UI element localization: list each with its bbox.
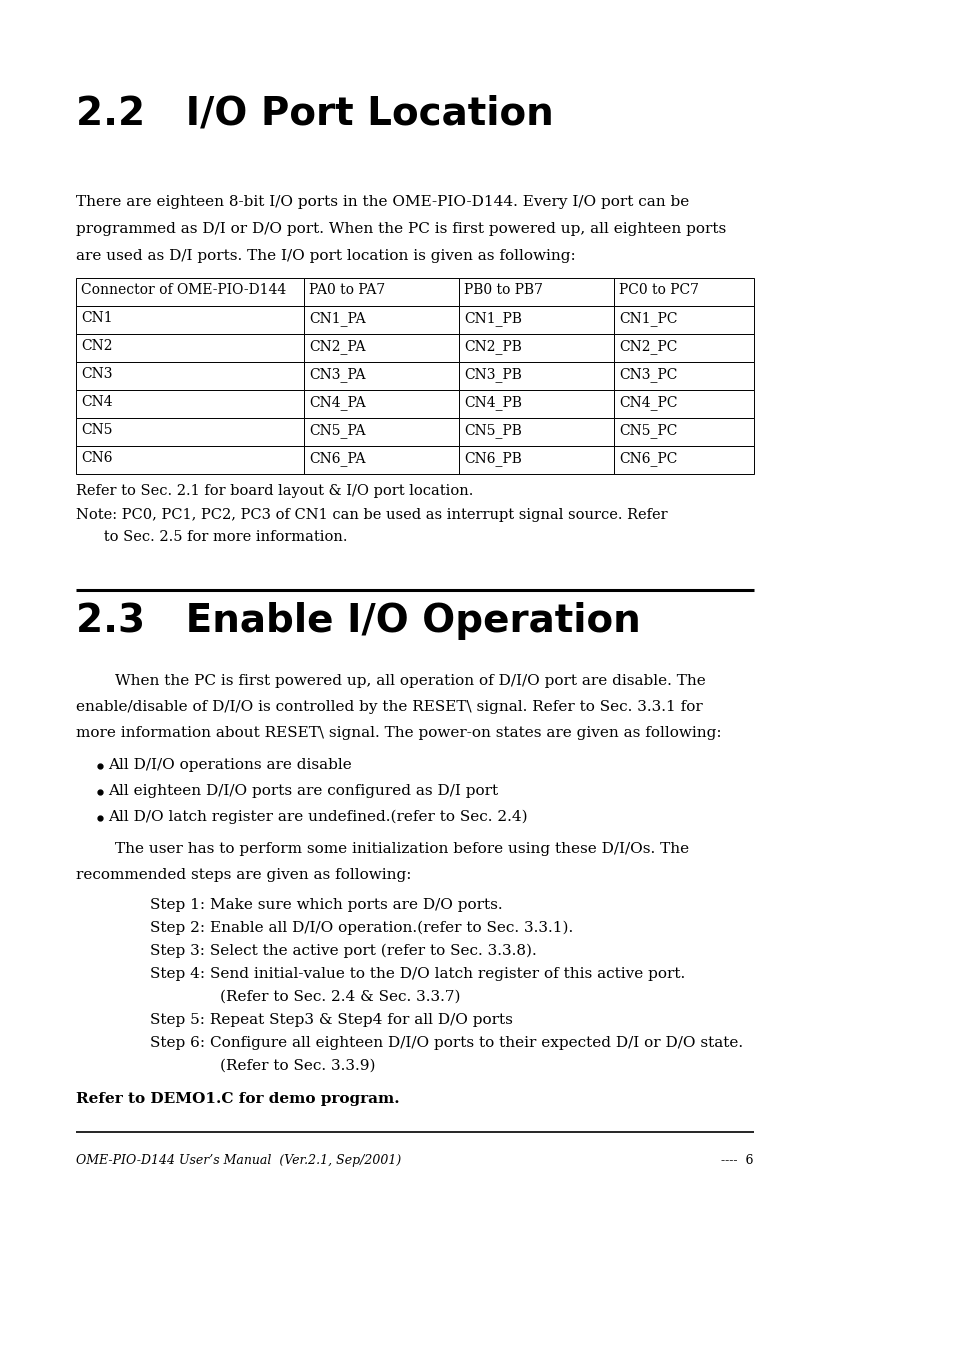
Text: are used as D/I ports. The I/O port location is given as following:: are used as D/I ports. The I/O port loca… (76, 249, 576, 263)
Bar (76, 417, 304, 446)
Bar (458, 278, 614, 305)
Text: The user has to perform some initialization before using these D/I/Os. The: The user has to perform some initializat… (76, 842, 688, 857)
Bar (614, 278, 753, 305)
Bar (458, 417, 614, 446)
Text: Refer to Sec. 2.1 for board layout & I/O port location.: Refer to Sec. 2.1 for board layout & I/O… (76, 484, 473, 499)
Text: CN4: CN4 (81, 394, 112, 409)
Text: CN3_PC: CN3_PC (618, 367, 677, 382)
Bar (304, 362, 458, 390)
Bar (76, 362, 304, 390)
Text: recommended steps are given as following:: recommended steps are given as following… (76, 867, 411, 882)
Bar (304, 446, 458, 474)
Bar (614, 446, 753, 474)
Bar (76, 278, 304, 305)
Text: CN1_PA: CN1_PA (309, 311, 365, 326)
Bar (76, 390, 304, 417)
Text: CN4_PC: CN4_PC (618, 394, 677, 409)
Bar (76, 305, 304, 334)
Text: to Sec. 2.5 for more information.: to Sec. 2.5 for more information. (76, 530, 347, 544)
Text: CN2_PA: CN2_PA (309, 339, 365, 354)
Text: CN1: CN1 (81, 311, 112, 326)
Text: CN3_PB: CN3_PB (463, 367, 521, 382)
Text: 2.3   Enable I/O Operation: 2.3 Enable I/O Operation (76, 603, 640, 640)
Text: Refer to DEMO1.C for demo program.: Refer to DEMO1.C for demo program. (76, 1092, 399, 1106)
Text: Step 4: Send initial-value to the D/O latch register of this active port.: Step 4: Send initial-value to the D/O la… (150, 967, 684, 981)
Text: CN5: CN5 (81, 423, 112, 436)
Text: Note: PC0, PC1, PC2, PC3 of CN1 can be used as interrupt signal source. Refer: Note: PC0, PC1, PC2, PC3 of CN1 can be u… (76, 508, 667, 521)
Bar (304, 417, 458, 446)
Bar (304, 305, 458, 334)
Text: Step 1: Make sure which ports are D/O ports.: Step 1: Make sure which ports are D/O po… (150, 898, 502, 912)
Text: CN2_PB: CN2_PB (463, 339, 521, 354)
Text: When the PC is first powered up, all operation of D/I/O port are disable. The: When the PC is first powered up, all ope… (76, 674, 705, 688)
Bar (304, 390, 458, 417)
Text: All eighteen D/I/O ports are configured as D/I port: All eighteen D/I/O ports are configured … (108, 784, 497, 798)
Text: 2.2   I/O Port Location: 2.2 I/O Port Location (76, 95, 553, 132)
Text: PC0 to PC7: PC0 to PC7 (618, 282, 699, 297)
Text: PA0 to PA7: PA0 to PA7 (309, 282, 385, 297)
Bar (614, 390, 753, 417)
Text: enable/disable of D/I/O is controlled by the RESET\ signal. Refer to Sec. 3.3.1 : enable/disable of D/I/O is controlled by… (76, 700, 702, 713)
Bar (458, 362, 614, 390)
Text: CN6_PC: CN6_PC (618, 451, 677, 466)
Bar (458, 334, 614, 362)
Text: CN2_PC: CN2_PC (618, 339, 677, 354)
Text: All D/I/O operations are disable: All D/I/O operations are disable (108, 758, 352, 771)
Text: (Refer to Sec. 3.3.9): (Refer to Sec. 3.3.9) (220, 1059, 375, 1073)
Text: All D/O latch register are undefined.(refer to Sec. 2.4): All D/O latch register are undefined.(re… (108, 811, 527, 824)
Text: Step 3: Select the active port (refer to Sec. 3.3.8).: Step 3: Select the active port (refer to… (150, 944, 537, 958)
Text: PB0 to PB7: PB0 to PB7 (463, 282, 542, 297)
Text: CN1_PB: CN1_PB (463, 311, 521, 326)
Text: CN6_PA: CN6_PA (309, 451, 365, 466)
Bar (458, 390, 614, 417)
Bar (458, 446, 614, 474)
Text: There are eighteen 8-bit I/O ports in the OME-PIO-D144. Every I/O port can be: There are eighteen 8-bit I/O ports in th… (76, 195, 688, 209)
Bar (458, 305, 614, 334)
Text: more information about RESET\ signal. The power-on states are given as following: more information about RESET\ signal. Th… (76, 725, 720, 740)
Bar (614, 334, 753, 362)
Text: Step 6: Configure all eighteen D/I/O ports to their expected D/I or D/O state.: Step 6: Configure all eighteen D/I/O por… (150, 1036, 742, 1050)
Text: CN1_PC: CN1_PC (618, 311, 677, 326)
Text: CN5_PC: CN5_PC (618, 423, 677, 438)
Text: OME-PIO-D144 User’s Manual  (Ver.2.1, Sep/2001): OME-PIO-D144 User’s Manual (Ver.2.1, Sep… (76, 1154, 401, 1167)
Text: CN5_PA: CN5_PA (309, 423, 365, 438)
Text: Step 5: Repeat Step3 & Step4 for all D/O ports: Step 5: Repeat Step3 & Step4 for all D/O… (150, 1013, 513, 1027)
Bar (614, 305, 753, 334)
Bar (304, 334, 458, 362)
Text: Step 2: Enable all D/I/O operation.(refer to Sec. 3.3.1).: Step 2: Enable all D/I/O operation.(refe… (150, 921, 573, 935)
Text: CN6: CN6 (81, 451, 112, 465)
Text: ----  6: ---- 6 (720, 1154, 753, 1167)
Bar (76, 446, 304, 474)
Bar (304, 278, 458, 305)
Text: CN5_PB: CN5_PB (463, 423, 521, 438)
Text: CN2: CN2 (81, 339, 112, 353)
Bar (614, 362, 753, 390)
Bar (614, 417, 753, 446)
Text: CN3: CN3 (81, 367, 112, 381)
Bar (76, 334, 304, 362)
Text: programmed as D/I or D/O port. When the PC is first powered up, all eighteen por: programmed as D/I or D/O port. When the … (76, 222, 725, 236)
Text: Connector of OME-PIO-D144: Connector of OME-PIO-D144 (81, 282, 286, 297)
Text: CN4_PA: CN4_PA (309, 394, 365, 409)
Text: CN6_PB: CN6_PB (463, 451, 521, 466)
Text: CN4_PB: CN4_PB (463, 394, 521, 409)
Text: (Refer to Sec. 2.4 & Sec. 3.3.7): (Refer to Sec. 2.4 & Sec. 3.3.7) (220, 990, 460, 1004)
Text: CN3_PA: CN3_PA (309, 367, 365, 382)
